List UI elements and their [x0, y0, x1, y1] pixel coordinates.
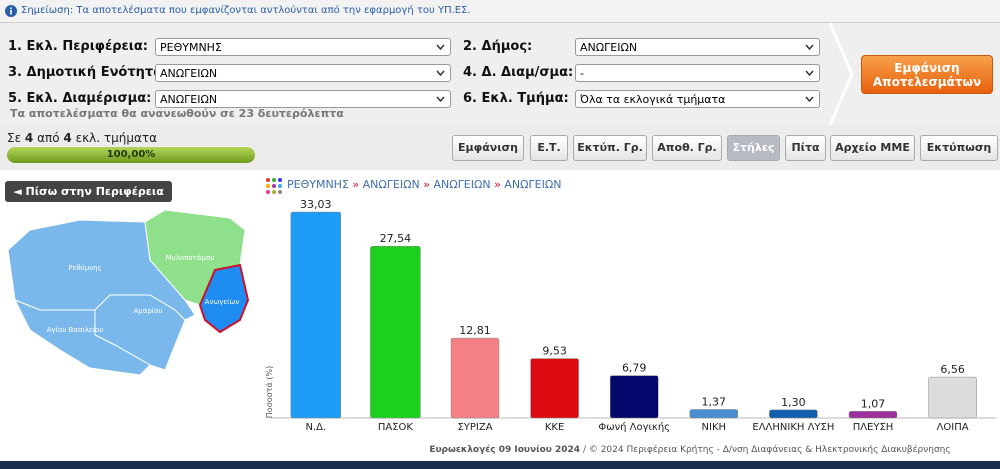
field-label: 4. Δ. Διαμ/σμα:	[463, 65, 574, 80]
toolbar-button[interactable]: Ε.Τ.	[530, 135, 568, 161]
progress-text: Σε 4 από 4 εκλ. τμήματα	[7, 131, 157, 145]
toolbar-button[interactable]: Εμφάνιση	[452, 135, 524, 161]
select[interactable]: ΑΝΩΓΕΙΩΝ	[155, 64, 451, 82]
field-label: 1. Εκλ. Περιφέρεια:	[8, 39, 148, 54]
toolbar-button[interactable]: Εκτύπωση	[920, 135, 998, 161]
submit-line: Αποτελεσμάτων	[872, 74, 982, 89]
category-label: ΕΛΛΗΝΙΚΗ ΛΥΣΗ	[752, 422, 834, 433]
value-label: 1,30	[781, 396, 806, 409]
breadcrumb-item[interactable]: ΑΝΩΓΕΙΩΝ	[434, 178, 491, 191]
count: 4	[63, 131, 72, 145]
breadcrumb-icon	[266, 178, 282, 194]
toolbar-band: Σε 4 από 4 εκλ. τμήματα 100,00%	[0, 125, 1000, 170]
select-value: ΑΝΩΓΕΙΩΝ	[160, 93, 218, 106]
map-label: Μυλοποτάμου	[166, 254, 215, 262]
bar	[290, 211, 342, 419]
map	[7, 209, 250, 376]
toolbar-button[interactable]: Στήλες	[727, 135, 780, 161]
value-label: 1,07	[861, 397, 886, 410]
text: εκλ. τμήματα	[75, 131, 158, 145]
select-value: ΑΝΩΓΕΙΩΝ	[160, 67, 218, 80]
select[interactable]: -	[575, 64, 820, 82]
value-label: 33,03	[300, 198, 332, 211]
field-label: 3. Δημοτική Ενότητα:	[8, 65, 168, 80]
category-label: ΚΚΕ	[545, 422, 564, 433]
bar	[450, 337, 500, 419]
breadcrumb-item[interactable]: ΡΕΘΥΜΝΗΣ	[287, 178, 349, 191]
refresh-note: Τα αποτελέσματα θα ανανεωθούν σε 23 δευτ…	[10, 107, 344, 120]
select-value: -	[580, 67, 584, 80]
select-arrow	[805, 70, 814, 77]
bar	[530, 358, 579, 419]
value-label: 9,53	[542, 345, 567, 358]
category-label: ΛΟΙΠΑ	[937, 422, 969, 433]
select-value: ΡΕΘΥΜΝΗΣ	[160, 41, 222, 54]
bottom-bar	[0, 461, 1000, 469]
info-icon	[5, 5, 17, 17]
select-value: Όλα τα εκλογικά τμήματα	[580, 93, 726, 106]
select-arrow	[436, 70, 445, 77]
breadcrumb-separator: »	[494, 178, 501, 191]
back-button[interactable]: ◄ Πίσω στην Περιφέρεια	[5, 181, 172, 202]
map-label: Ανωγείων	[205, 298, 240, 306]
value-label: 12,81	[459, 324, 491, 337]
breadcrumb-separator: »	[352, 178, 359, 191]
notice-bar: Σημείωση: Τα αποτελέσματα που εμφανίζοντ…	[0, 0, 1000, 23]
category-label: ΝΙΚΗ	[702, 422, 727, 433]
field-label: 5. Εκλ. Διαμέρισμα:	[8, 91, 152, 106]
bar	[928, 376, 977, 419]
map-label: Αμαρίου	[133, 307, 162, 315]
select-arrow	[805, 96, 814, 103]
submit-button[interactable]: Εμφάνιση Αποτελεσμάτων	[861, 55, 993, 94]
category-label: ΣΥΡΙΖΑ	[457, 422, 492, 433]
footer-election: Ευρωεκλογές 09 Ιουνίου 2024	[429, 444, 580, 455]
text: Σε	[7, 131, 22, 145]
value-label: 6,79	[622, 362, 647, 375]
bar	[769, 409, 818, 419]
map-label: Ρεθύμνης	[68, 264, 101, 272]
toolbar-button[interactable]: Εκτύπ. Γρ.	[573, 135, 647, 161]
field-label: 6. Εκλ. Τμήμα:	[463, 91, 569, 106]
select-value: ΑΝΩΓΕΙΩΝ	[580, 41, 638, 54]
main-area: ΡΕΘΥΜΝΗΣ » ΑΝΩΓΕΙΩΝ » ΑΝΩΓΕΙΩΝ » ΑΝΩΓΕΙΩ…	[7, 178, 996, 455]
bar	[848, 411, 898, 419]
value-label: 6,56	[940, 363, 965, 376]
breadcrumb-item[interactable]: ΑΝΩΓΕΙΩΝ	[363, 178, 420, 191]
y-axis-label: Ποσοστά (%)	[265, 366, 274, 418]
category-label: ΠΑΣΟΚ	[378, 422, 414, 433]
value-label: 27,54	[380, 232, 412, 245]
count: 4	[24, 131, 34, 145]
select-arrow	[805, 44, 814, 51]
toolbar-button[interactable]: Αρχείο ΜΜΕ	[830, 135, 915, 161]
field-label: 2. Δήμος:	[463, 39, 533, 54]
form: Τα αποτελέσματα θα ανανεωθούν σε 23 δευτ…	[0, 23, 1000, 125]
select[interactable]: ΑΝΩΓΕΙΩΝ	[155, 90, 451, 108]
bar	[370, 245, 421, 419]
map-label: Αγίου Βασιλείου	[47, 326, 104, 334]
select[interactable]: Όλα τα εκλογικά τμήματα	[575, 90, 820, 108]
category-label: ΠΛΕΥΣΗ	[853, 422, 894, 433]
breadcrumb-separator: »	[423, 178, 430, 191]
bar	[609, 375, 659, 419]
breadcrumb-item[interactable]: ΑΝΩΓΕΙΩΝ	[504, 178, 561, 191]
select-arrow	[436, 96, 445, 103]
category-label: Ν.Δ.	[305, 422, 326, 433]
bar	[689, 409, 739, 419]
select[interactable]: ΡΕΘΥΜΝΗΣ	[155, 38, 451, 56]
footer: Ευρωεκλογές 09 Ιουνίου 2024 / © 2024 Περ…	[429, 444, 950, 455]
toolbar-button[interactable]: Πίτα	[785, 135, 826, 161]
divider-chevron	[828, 23, 854, 125]
notice-text: Σημείωση: Τα αποτελέσματα που εμφανίζοντ…	[21, 5, 471, 16]
select[interactable]: ΑΝΩΓΕΙΩΝ	[575, 38, 820, 56]
breadcrumb: ΡΕΘΥΜΝΗΣ » ΑΝΩΓΕΙΩΝ » ΑΝΩΓΕΙΩΝ » ΑΝΩΓΕΙΩ…	[287, 178, 561, 191]
select-arrow	[436, 44, 445, 51]
toolbar-button[interactable]: Αποθ. Γρ.	[652, 135, 722, 161]
value-label: 1,37	[702, 395, 727, 408]
text: από	[37, 131, 60, 145]
submit-line: Εμφάνιση	[894, 60, 960, 75]
category-label: Φωνή Λογικής	[598, 421, 670, 433]
progress-bar: 100,00%	[7, 147, 255, 163]
footer-copyright: / © 2024 Περιφέρεια Κρήτης - Δ/νση Διαφά…	[583, 444, 951, 455]
